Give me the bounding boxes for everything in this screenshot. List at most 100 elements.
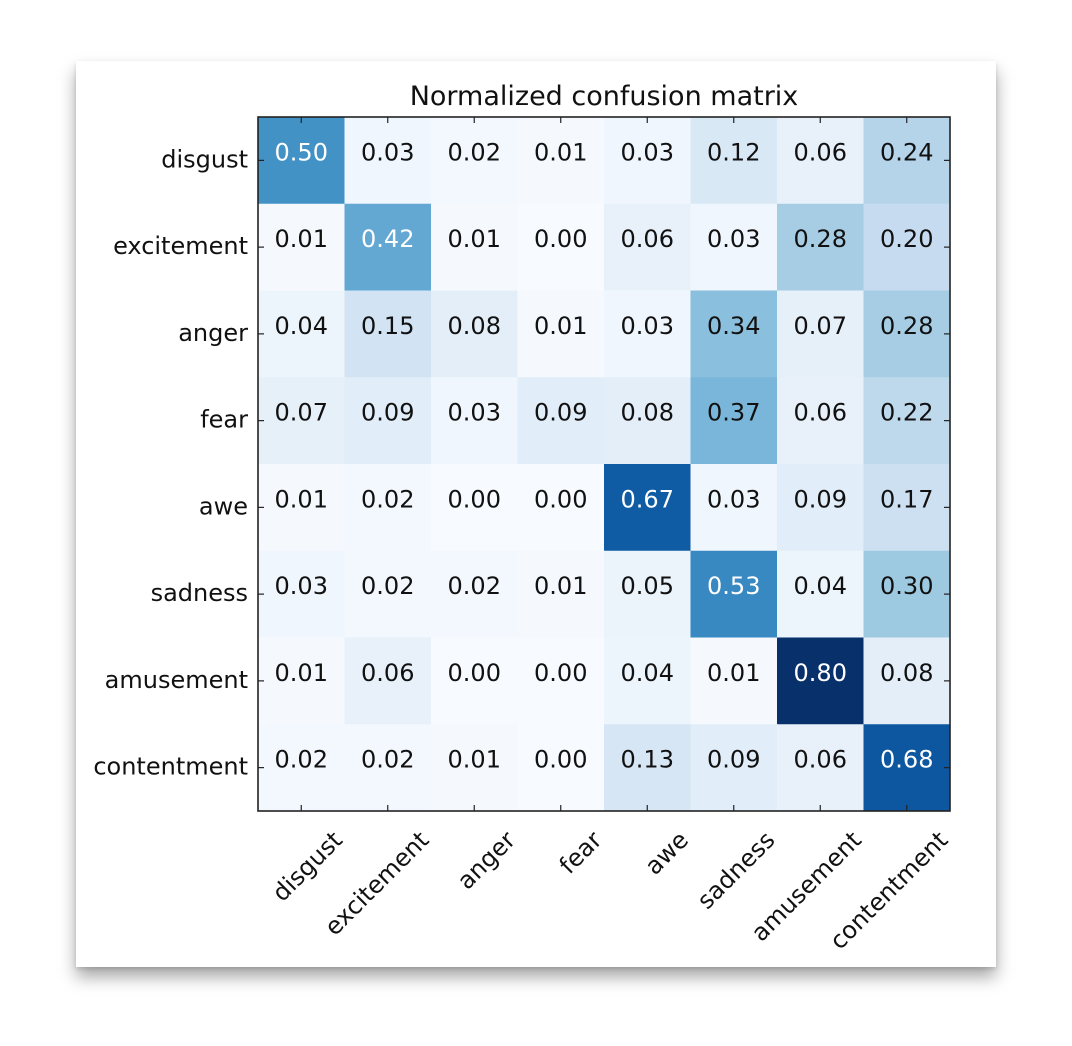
cell-value-label: 0.02	[361, 746, 414, 774]
cell-anger-excitement	[344, 290, 432, 378]
cell-amusement-sadness	[690, 637, 778, 725]
cell-disgust-fear	[517, 117, 605, 205]
cell-awe-amusement	[777, 464, 864, 552]
cell-value-label: 0.02	[361, 572, 414, 600]
cell-fear-awe	[604, 377, 691, 465]
cell-disgust-anger	[431, 117, 518, 205]
cell-value-label: 0.03	[621, 312, 674, 340]
cell-sadness-sadness	[690, 550, 778, 638]
cell-sadness-fear	[517, 550, 605, 638]
cell-anger-amusement	[777, 290, 864, 378]
cell-contentment-disgust	[258, 724, 345, 812]
cell-excitement-fear	[517, 203, 605, 291]
cell-value-label: 0.01	[448, 225, 501, 253]
cell-value-label: 0.01	[534, 138, 587, 166]
cell-value-label: 0.01	[275, 659, 328, 687]
cell-value-label: 0.00	[534, 659, 587, 687]
y-tick-label-fear: fear	[200, 406, 248, 434]
cell-excitement-awe	[604, 203, 691, 291]
cell-value-labels: 0.50 0.03 0.02 0.01 0.03 0.12 0.06 0.24 0.01 0.42…	[275, 138, 934, 773]
cell-awe-disgust	[258, 464, 345, 552]
chart-title: Normalized confusion matrix	[410, 81, 799, 112]
y-tick-label-excitement: excitement	[113, 232, 248, 260]
cell-awe-excitement	[344, 464, 432, 552]
cell-amusement-amusement	[777, 637, 864, 725]
cell-sadness-awe	[604, 550, 691, 638]
cell-amusement-excitement	[344, 637, 432, 725]
cell-contentment-amusement	[777, 724, 864, 812]
cell-value-label: 0.03	[621, 138, 674, 166]
cell-value-label: 0.30	[880, 572, 933, 600]
cell-awe-awe	[604, 464, 691, 552]
cell-sadness-disgust	[258, 550, 345, 638]
cell-value-label: 0.13	[621, 746, 674, 774]
cell-excitement-contentment	[863, 203, 951, 291]
cell-awe-contentment	[863, 464, 951, 552]
axis-ticks	[258, 117, 950, 811]
cell-amusement-fear	[517, 637, 605, 725]
cell-excitement-anger	[431, 203, 518, 291]
cell-value-label: 0.37	[707, 399, 760, 427]
cell-value-label: 0.05	[621, 572, 674, 600]
cell-excitement-excitement	[344, 203, 432, 291]
y-tick-label-disgust: disgust	[161, 145, 248, 173]
cell-value-label: 0.01	[448, 746, 501, 774]
cell-value-label: 0.67	[621, 485, 674, 513]
x-tick-label-awe: awe	[639, 826, 694, 881]
cell-value-label: 0.00	[534, 485, 587, 513]
cell-amusement-disgust	[258, 637, 345, 725]
cell-value-label: 0.00	[448, 659, 501, 687]
cell-disgust-contentment	[863, 117, 951, 205]
cell-value-label: 0.04	[794, 572, 847, 600]
cell-excitement-disgust	[258, 203, 345, 291]
cell-value-label: 0.03	[275, 572, 328, 600]
cell-value-label: 0.02	[275, 746, 328, 774]
heatmap-cells	[258, 117, 951, 812]
cell-disgust-excitement	[344, 117, 432, 205]
cell-awe-sadness	[690, 464, 778, 552]
cell-value-label: 0.50	[275, 138, 328, 166]
cell-fear-excitement	[344, 377, 432, 465]
cell-value-label: 0.07	[275, 399, 328, 427]
cell-value-label: 0.03	[707, 485, 760, 513]
y-tick-label-contentment: contentment	[93, 753, 248, 781]
cell-value-label: 0.02	[361, 485, 414, 513]
cell-value-label: 0.06	[361, 659, 414, 687]
cell-value-label: 0.03	[361, 138, 414, 166]
cell-value-label: 0.04	[275, 312, 328, 340]
cell-value-label: 0.06	[621, 225, 674, 253]
x-tick-label-sadness: sadness	[692, 826, 781, 915]
cell-value-label: 0.00	[534, 225, 587, 253]
cell-value-label: 0.08	[621, 399, 674, 427]
cell-amusement-contentment	[863, 637, 951, 725]
cell-contentment-excitement	[344, 724, 432, 812]
cell-anger-disgust	[258, 290, 345, 378]
cell-excitement-sadness	[690, 203, 778, 291]
cell-sadness-amusement	[777, 550, 864, 638]
cell-value-label: 0.28	[794, 225, 847, 253]
cell-value-label: 0.06	[794, 138, 847, 166]
cell-value-label: 0.09	[794, 485, 847, 513]
cell-value-label: 0.03	[448, 399, 501, 427]
cell-amusement-awe	[604, 637, 691, 725]
cell-sadness-anger	[431, 550, 518, 638]
cell-value-label: 0.01	[534, 572, 587, 600]
cell-value-label: 0.08	[880, 659, 933, 687]
cell-value-label: 0.07	[794, 312, 847, 340]
cell-fear-contentment	[863, 377, 951, 465]
cell-value-label: 0.17	[880, 485, 933, 513]
y-tick-labels: disgust excitement anger fear awe sadness amus…	[93, 145, 248, 780]
y-tick-label-sadness: sadness	[151, 579, 248, 607]
cell-value-label: 0.34	[707, 312, 760, 340]
cell-disgust-awe	[604, 117, 691, 205]
cell-disgust-sadness	[690, 117, 778, 205]
cell-value-label: 0.09	[707, 746, 760, 774]
cell-value-label: 0.01	[707, 659, 760, 687]
cell-anger-contentment	[863, 290, 951, 378]
cell-anger-anger	[431, 290, 518, 378]
y-tick-label-anger: anger	[178, 319, 248, 347]
cell-excitement-amusement	[777, 203, 864, 291]
cell-fear-amusement	[777, 377, 864, 465]
plot-frame	[257, 116, 951, 812]
